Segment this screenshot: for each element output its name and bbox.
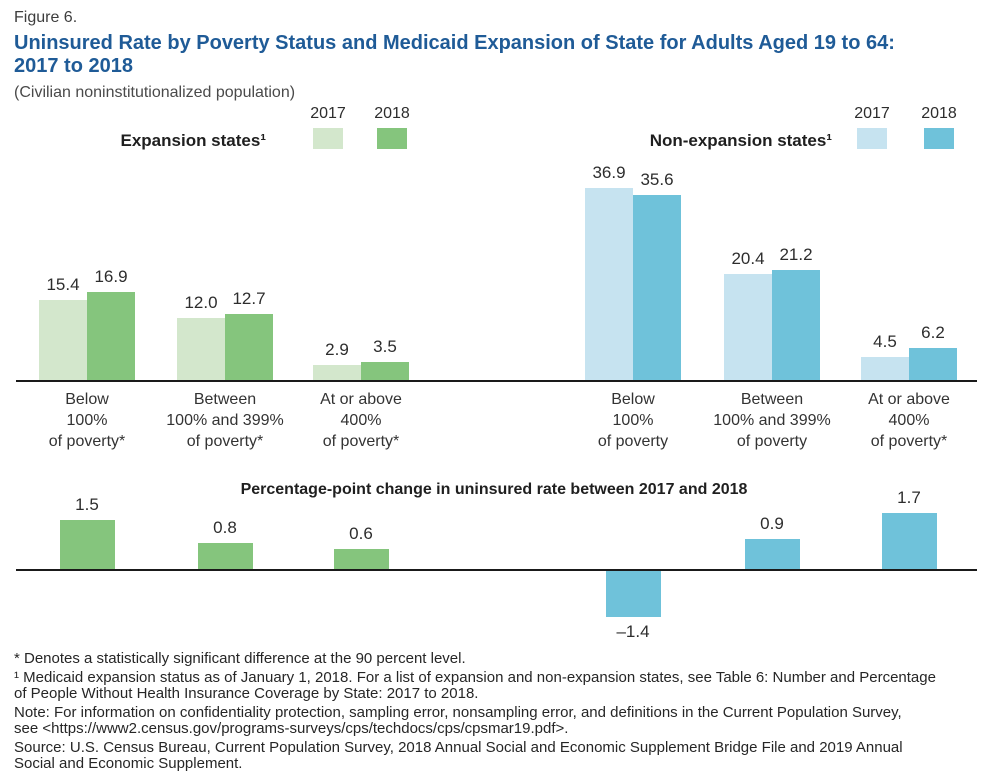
category-label-non-expansion-2: At or above 400% of poverty* xyxy=(868,391,950,450)
figure-header: Figure 6. Uninsured Rate by Poverty Stat… xyxy=(14,9,974,102)
legend-swatch-2018-expansion xyxy=(377,128,407,149)
bar-non-expansion-2017-0 xyxy=(585,188,633,380)
legend-title-expansion: Expansion states¹ xyxy=(120,131,267,150)
value-label-expansion-2018-1: 12.7 xyxy=(232,289,266,308)
bar-change-3 xyxy=(606,571,661,617)
value-label-change-3: –1.4 xyxy=(616,622,650,641)
value-label-expansion-2017-1: 12.0 xyxy=(184,293,218,312)
footnotes: * Denotes a statistically significant di… xyxy=(14,651,980,772)
footnote-significance: * Denotes a statistically significant di… xyxy=(14,650,466,667)
figure-title-line1: Uninsured Rate by Poverty Status and Med… xyxy=(14,32,895,54)
value-label-expansion-2018-2: 3.5 xyxy=(373,337,397,356)
value-label-change-4: 0.9 xyxy=(760,514,784,533)
category-label-non-expansion-1: Between 100% and 399% of poverty xyxy=(713,391,831,450)
bar-expansion-2017-0 xyxy=(39,300,87,380)
bar-expansion-2017-1 xyxy=(177,318,225,380)
legend-year-2017-expansion: 2017 xyxy=(310,105,346,122)
bar-expansion-2017-2 xyxy=(313,365,361,380)
value-label-change-0: 1.5 xyxy=(75,495,99,514)
category-label-expansion-1: Between 100% and 399% of poverty* xyxy=(166,391,284,450)
legend-year-2017-non-expansion: 2017 xyxy=(854,105,890,122)
footnote-source-line2: Social and Economic Supplement. xyxy=(14,755,243,772)
legend-swatch-2017-non-expansion xyxy=(857,128,887,149)
bar-change-2 xyxy=(334,549,389,569)
figure-title: Uninsured Rate by Poverty Status and Med… xyxy=(14,32,974,78)
legend-year-2018-expansion: 2018 xyxy=(374,105,410,122)
figure-number: Figure 6. xyxy=(14,9,78,26)
bar-non-expansion-2017-2 xyxy=(861,357,909,380)
category-label-non-expansion-0: Below 100% of poverty xyxy=(597,391,669,450)
value-label-expansion-2017-0: 15.4 xyxy=(46,275,80,294)
category-label-expansion-2: At or above 400% of poverty* xyxy=(320,391,402,450)
bar-expansion-2018-0 xyxy=(87,292,135,380)
bar-change-0 xyxy=(60,520,115,569)
change-x-axis-line xyxy=(16,569,977,571)
bar-non-expansion-2018-0 xyxy=(633,195,681,380)
change-chart-title: Percentage-point change in uninsured rat… xyxy=(240,481,748,498)
legend-swatch-2017-expansion xyxy=(313,128,343,149)
figure-title-line2: 2017 to 2018 xyxy=(14,55,133,77)
value-label-change-1: 0.8 xyxy=(213,518,237,537)
figure-subtitle: (Civilian noninstitutionalized populatio… xyxy=(14,84,296,101)
bar-non-expansion-2017-1 xyxy=(724,274,772,380)
footnote-note-line1: Note: For information on confidentiality… xyxy=(14,704,902,721)
bar-expansion-2018-2 xyxy=(361,362,409,380)
value-label-expansion-2017-2: 2.9 xyxy=(325,340,349,359)
bar-non-expansion-2018-1 xyxy=(772,270,820,380)
value-label-non-expansion-2017-2: 4.5 xyxy=(873,332,897,351)
bar-change-4 xyxy=(745,539,800,569)
footnote-medicaid-line1: ¹ Medicaid expansion status as of Januar… xyxy=(14,669,936,686)
legend-swatch-2018-non-expansion xyxy=(924,128,954,149)
legend-year-2018-non-expansion: 2018 xyxy=(921,105,957,122)
bar-non-expansion-2018-2 xyxy=(909,348,957,380)
value-label-non-expansion-2018-1: 21.2 xyxy=(779,245,813,264)
bar-expansion-2018-1 xyxy=(225,314,273,380)
footnote-source-line1: Source: U.S. Census Bureau, Current Popu… xyxy=(14,739,903,756)
bar-change-1 xyxy=(198,543,253,569)
bar-change-5 xyxy=(882,513,937,569)
value-label-change-2: 0.6 xyxy=(349,524,373,543)
upper-x-axis-line xyxy=(16,380,977,382)
legend-title-non-expansion: Non-expansion states¹ xyxy=(649,131,832,150)
value-label-expansion-2018-0: 16.9 xyxy=(94,267,128,286)
value-label-non-expansion-2018-0: 35.6 xyxy=(640,170,674,189)
footnote-note-line2: see <https://www2.census.gov/programs-su… xyxy=(14,720,569,737)
value-label-non-expansion-2017-1: 20.4 xyxy=(731,249,765,268)
value-label-change-5: 1.7 xyxy=(897,488,921,507)
value-label-non-expansion-2017-0: 36.9 xyxy=(592,163,626,182)
footnote-medicaid-line2: of People Without Health Insurance Cover… xyxy=(14,685,479,702)
value-label-non-expansion-2018-2: 6.2 xyxy=(921,323,945,342)
category-label-expansion-0: Below 100% of poverty* xyxy=(48,391,126,450)
